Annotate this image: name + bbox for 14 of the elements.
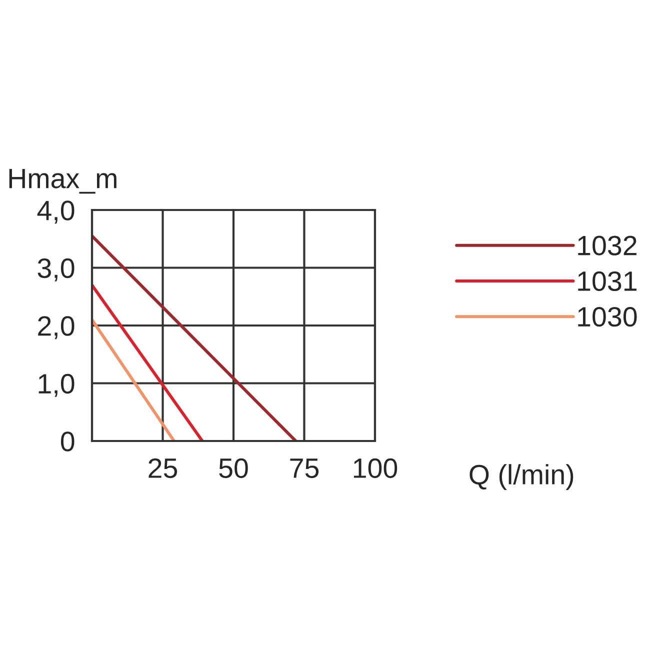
x-tick-label: 50 [219,458,248,478]
x-tick-label: 25 [148,458,178,478]
legend-label: 1032 [578,236,636,256]
y-tick-label: 4,0 [37,200,74,224]
y-axis-title: Hmax_m [9,168,116,194]
y-tick-label: 3,0 [38,258,74,282]
y-tick-label: 2,0 [38,316,74,340]
x-axis-title: Q (l/min) [470,464,574,490]
x-tick-label: 75 [290,458,319,478]
y-tick-label: 1,0 [38,374,74,397]
x-tick-label: 100 [354,458,398,478]
legend-label: 1031 [578,271,636,292]
legend-label: 1030 [578,306,637,327]
y-tick-label: 0 [60,432,74,452]
